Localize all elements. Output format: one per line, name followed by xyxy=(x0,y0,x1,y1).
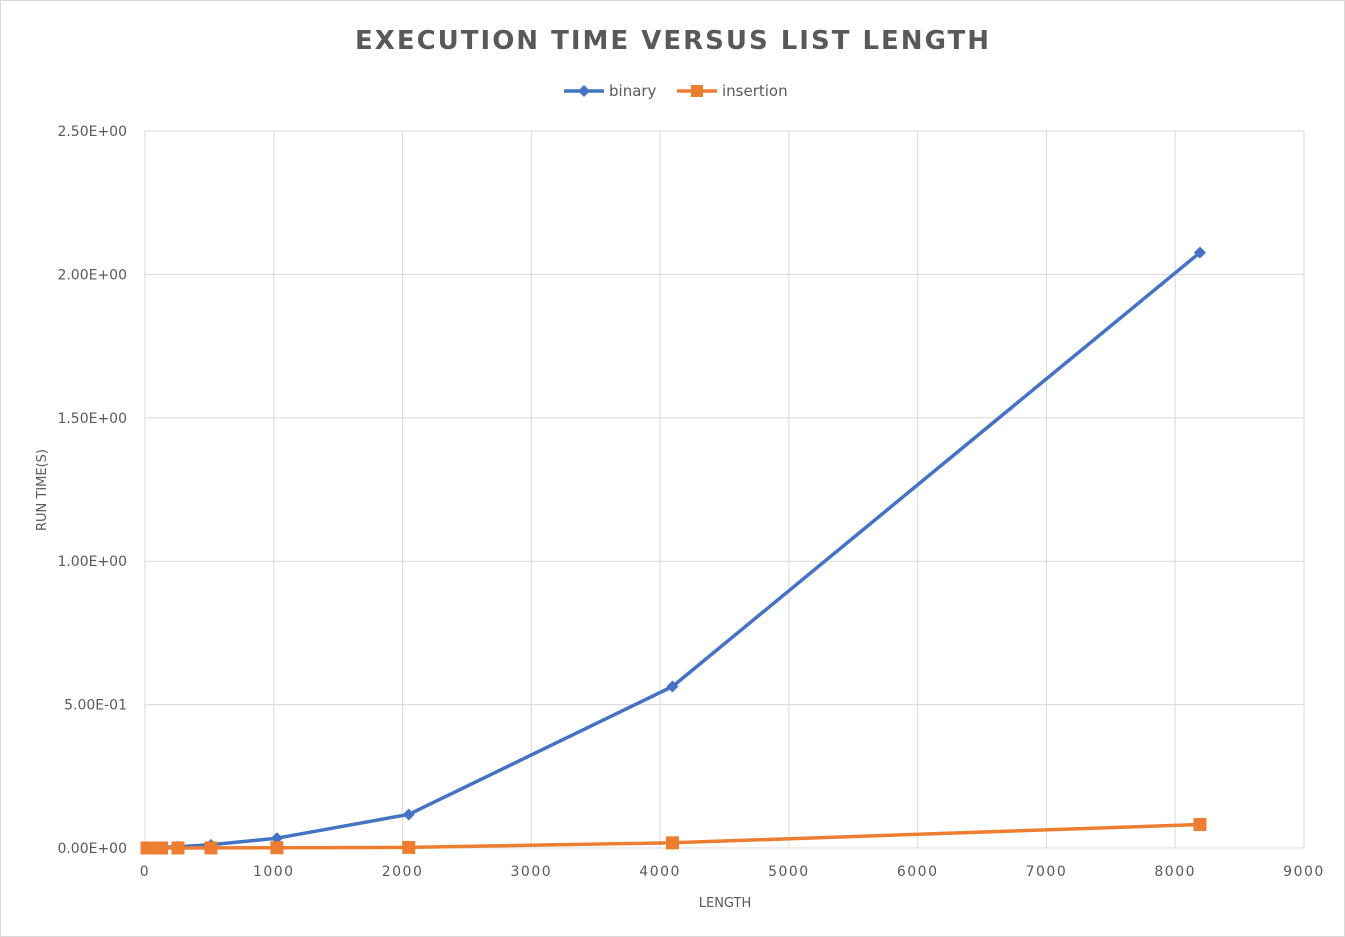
x-tick-label: 5000 xyxy=(768,864,810,880)
x-tick-label: 3000 xyxy=(511,864,553,880)
legend-item-insertion: insertion xyxy=(677,82,788,100)
legend-marker-binary xyxy=(578,85,590,97)
data-point-insertion xyxy=(270,841,284,855)
grid xyxy=(144,130,1305,849)
y-tick-label: 2.00E+00 xyxy=(57,267,127,283)
y-tick-label: 1.00E+00 xyxy=(57,554,127,570)
chart-title: EXECUTION TIME VERSUS LIST LENGTH xyxy=(355,26,991,56)
y-axis-ticks: 0.00E+00 5.00E-01 1.00E+00 1.50E+00 2.00E+00… xyxy=(57,124,127,857)
legend-label-binary: binary xyxy=(609,82,657,100)
y-tick-label: 1.50E+00 xyxy=(57,411,127,427)
y-axis-title: RUN TIME(S) xyxy=(35,449,50,531)
y-tick-label: 0.00E+00 xyxy=(57,841,127,857)
x-tick-label: 4000 xyxy=(639,864,681,880)
series-insertion xyxy=(140,817,1207,855)
data-point-insertion xyxy=(204,841,218,855)
x-axis-title: LENGTH xyxy=(699,896,752,911)
data-point-insertion xyxy=(171,841,185,855)
legend-marker-insertion xyxy=(691,85,703,97)
x-tick-label: 1000 xyxy=(253,864,295,880)
series-layer xyxy=(140,246,1207,855)
data-point-binary xyxy=(402,808,415,821)
y-tick-label: 2.50E+00 xyxy=(57,124,127,140)
data-point-insertion xyxy=(1193,817,1207,831)
data-point-insertion xyxy=(665,836,679,850)
data-point-binary xyxy=(1193,246,1206,259)
legend-label-insertion: insertion xyxy=(722,82,788,100)
x-tick-label: 8000 xyxy=(1154,864,1196,880)
x-tick-label: 0 xyxy=(140,864,150,880)
x-tick-label: 2000 xyxy=(382,864,424,880)
x-axis-ticks: 0 1000 2000 3000 4000 5000 6000 7000 8000 9000 xyxy=(140,864,1325,880)
data-point-binary xyxy=(666,680,679,693)
legend-item-binary: binary xyxy=(564,82,657,100)
legend: binary insertion xyxy=(564,82,788,100)
data-point-insertion xyxy=(154,841,168,855)
x-tick-label: 6000 xyxy=(897,864,939,880)
data-point-insertion xyxy=(402,840,416,854)
x-tick-label: 9000 xyxy=(1283,864,1325,880)
x-tick-label: 7000 xyxy=(1026,864,1068,880)
y-tick-label: 5.00E-01 xyxy=(64,698,127,714)
